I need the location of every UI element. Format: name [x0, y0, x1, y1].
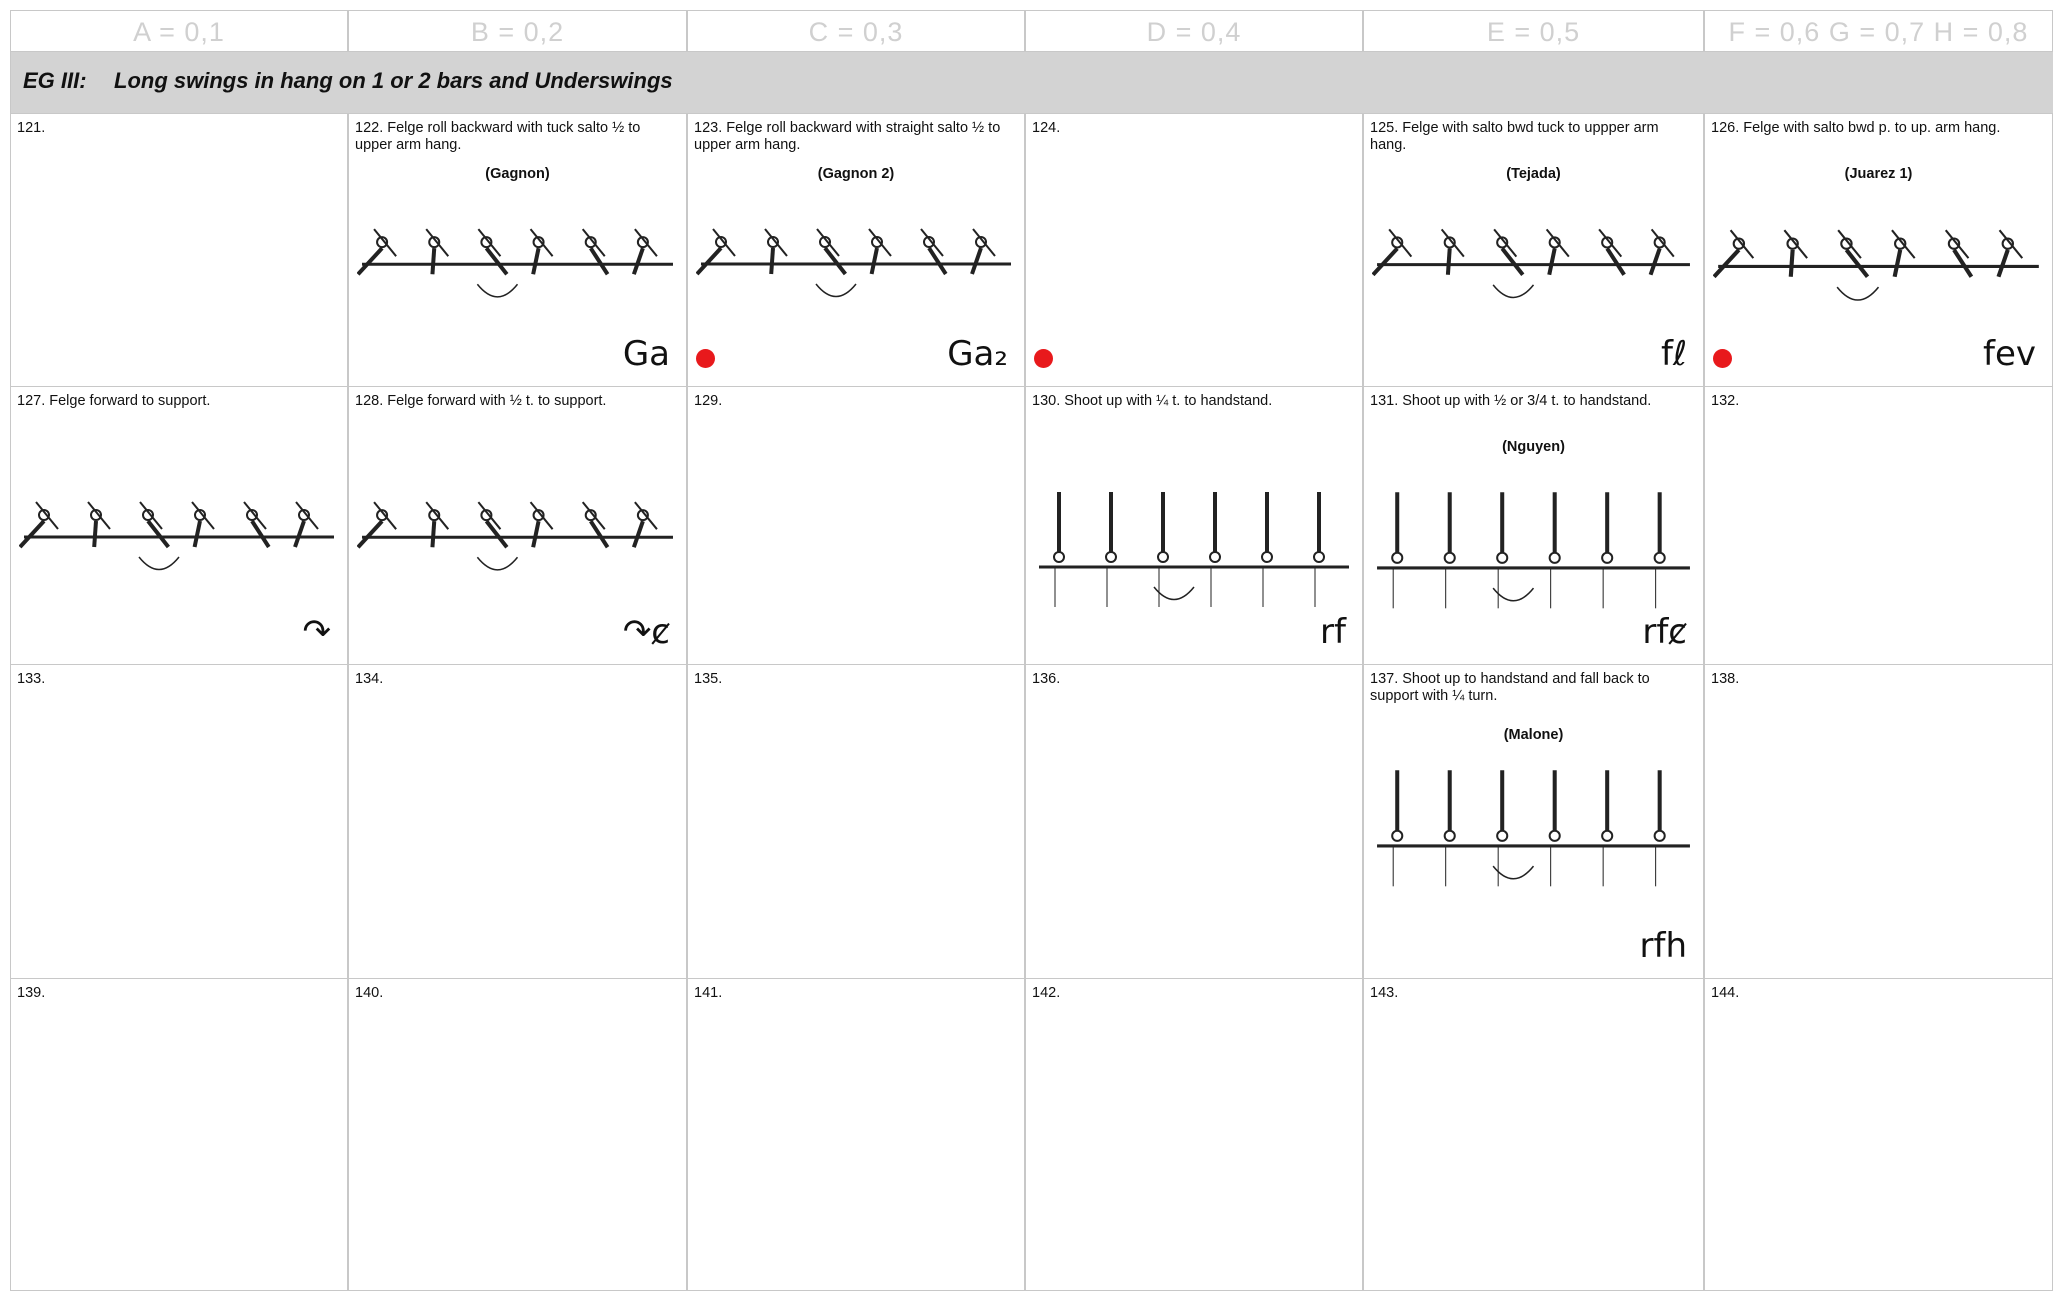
element-text: 129. [694, 393, 723, 409]
element-cell: 123. Felge roll backward with straight s… [687, 113, 1025, 387]
element-cell: 136. [1025, 664, 1363, 979]
element-text: 142. [1032, 985, 1061, 1001]
element-text: 139. [17, 985, 46, 1001]
element-cell: 124. [1025, 113, 1363, 387]
illustration [19, 501, 334, 571]
element-text: 136. [1032, 671, 1061, 687]
value-dot [696, 349, 715, 368]
element-text: 133. [17, 671, 46, 687]
section-code: EG III: [23, 68, 87, 93]
element-symbol: fℓ [1660, 334, 1687, 374]
illustration [1372, 228, 1690, 299]
element-cell: 122. Felge roll backward with tuck salto… [348, 113, 687, 387]
element-text: 134. [355, 671, 384, 687]
element-name: (Nguyen) [1502, 439, 1565, 455]
illustration [696, 228, 1011, 298]
element-text: 123. Felge roll backward with straight s… [694, 120, 1001, 153]
element-cell: 127. Felge forward to support. ↷ [10, 386, 348, 665]
element-text: 141. [694, 985, 723, 1001]
element-text: 131. Shoot up with ½ or 3/4 t. to handst… [1370, 393, 1652, 409]
element-text: 138. [1711, 671, 1740, 687]
difficulty-header: A = 0,1 [10, 10, 348, 52]
section-title: Long swings in hang on 1 or 2 bars and U… [114, 68, 673, 93]
element-text: 140. [355, 985, 384, 1001]
element-text: 122. Felge roll backward with tuck salto… [355, 120, 641, 153]
element-symbol: ↷ [302, 612, 332, 652]
illustration [1713, 229, 2039, 301]
element-cell: 132. [1704, 386, 2053, 665]
element-cell: 126. Felge with salto bwd p. to up. arm … [1704, 113, 2053, 387]
element-text: 124. [1032, 120, 1061, 136]
element-text: 121. [17, 120, 46, 136]
element-text: 143. [1370, 985, 1399, 1001]
element-symbol: ↷ȼ [622, 612, 670, 652]
element-cell: 135. [687, 664, 1025, 979]
element-cell: 138. [1704, 664, 2053, 979]
element-name: (Gagnon) [485, 166, 550, 182]
element-name: (Gagnon 2) [817, 166, 895, 182]
element-text: 144. [1711, 985, 1740, 1001]
value-dot [1713, 349, 1732, 368]
element-cell: 129. [687, 386, 1025, 665]
element-symbol: Ga₂ [947, 334, 1008, 374]
illustration [1039, 492, 1349, 607]
element-cell: 140. [348, 978, 687, 1291]
illustration [1377, 770, 1690, 887]
difficulty-header: B = 0,2 [348, 10, 687, 52]
element-symbol: rfȼ [1642, 612, 1687, 652]
element-symbol: rfh [1639, 926, 1688, 966]
element-cell: 137. Shoot up to handstand and fall back… [1363, 664, 1704, 979]
element-text: 125. Felge with salto bwd tuck to uppper… [1370, 120, 1659, 153]
element-cell: 134. [348, 664, 687, 979]
illustration [357, 228, 673, 298]
illustration [1377, 492, 1690, 609]
difficulty-header: C = 0,3 [687, 10, 1025, 52]
element-name: (Tejada) [1506, 166, 1561, 182]
element-text: 137. Shoot up to handstand and fall back… [1370, 671, 1650, 704]
element-text: 126. Felge with salto bwd p. to up. arm … [1711, 120, 2001, 136]
element-text: 127. Felge forward to support. [17, 393, 211, 409]
element-text: 128. Felge forward with ½ t. to support. [355, 393, 607, 409]
element-cell: 141. [687, 978, 1025, 1291]
element-cell: 139. [10, 978, 348, 1291]
illustration [357, 501, 673, 571]
element-symbol: rf [1320, 612, 1346, 652]
value-dot [1034, 349, 1053, 368]
element-cell: 121. [10, 113, 348, 387]
difficulty-header: D = 0,4 [1025, 10, 1363, 52]
element-cell: 144. [1704, 978, 2053, 1291]
element-name: (Juarez 1) [1844, 166, 1913, 182]
element-cell: 130. Shoot up with ¼ t. to handstand. rf [1025, 386, 1363, 665]
element-cell: 143. [1363, 978, 1704, 1291]
element-cell: 131. Shoot up with ½ or 3/4 t. to handst… [1363, 386, 1704, 665]
element-text: 130. Shoot up with ¼ t. to handstand. [1032, 393, 1273, 409]
element-cell: 128. Felge forward with ½ t. to support.… [348, 386, 687, 665]
element-text: 132. [1711, 393, 1740, 409]
difficulty-header: E = 0,5 [1363, 10, 1704, 52]
element-name: (Malone) [1503, 727, 1564, 743]
element-symbol: fev [1982, 334, 2036, 374]
section-row: EG III: Long swings in hang on 1 or 2 ba… [10, 52, 2053, 113]
element-cell: 125. Felge with salto bwd tuck to uppper… [1363, 113, 1704, 387]
element-cell: 142. [1025, 978, 1363, 1291]
difficulty-header: F = 0,6 G = 0,7 H = 0,8 [1704, 10, 2053, 52]
element-cell: 133. [10, 664, 348, 979]
element-text: 135. [694, 671, 723, 687]
element-symbol: Ga [622, 334, 670, 374]
